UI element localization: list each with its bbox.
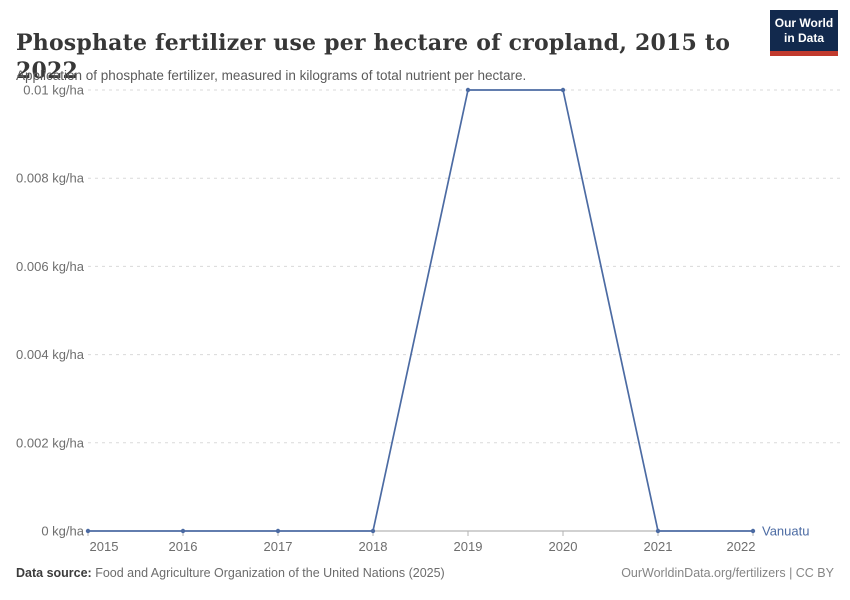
footer-source: Data source: Food and Agriculture Organi…	[16, 566, 445, 580]
series-line[interactable]	[88, 89, 753, 532]
chart-canvas[interactable]: 0 kg/ha 0.002 kg/ha 0.004 kg/ha 0.006 kg/ha…	[0, 80, 850, 560]
data-point[interactable]	[85, 528, 91, 534]
data-point[interactable]	[180, 528, 186, 534]
page-title: Phosphate fertilizer use per hectare of …	[16, 29, 731, 84]
y-tick-label: 0.008 kg/ha	[16, 171, 85, 186]
data-point[interactable]	[275, 528, 281, 534]
chart-subtitle: Application of phosphate fertilizer, mea…	[16, 67, 527, 83]
x-tick-label: 2018	[359, 539, 388, 554]
data-point[interactable]	[750, 528, 756, 534]
footer-source-text: Food and Agriculture Organization of the…	[91, 566, 445, 580]
x-tick-label: 2016	[169, 539, 198, 554]
x-tick-label: 2019	[454, 539, 483, 554]
owid-logo-line1: Our World	[774, 16, 834, 30]
y-tick-label: 0.006 kg/ha	[16, 259, 85, 274]
data-point[interactable]	[465, 87, 471, 93]
footer-source-label: Data source:	[16, 566, 92, 580]
x-tick-label: 2017	[264, 539, 293, 554]
data-point[interactable]	[560, 87, 566, 93]
owid-logo-line2: in Data	[783, 31, 824, 45]
y-tick-label: 0.01 kg/ha	[23, 83, 84, 98]
series-label[interactable]: Vanuatu	[762, 524, 809, 539]
chart-footer: Data source: Food and Agriculture Organi…	[16, 566, 834, 586]
y-tick-label: 0 kg/ha	[41, 524, 84, 539]
data-point[interactable]	[370, 528, 376, 534]
x-tick-label: 2020	[549, 539, 578, 554]
x-tick-label: 2021	[644, 539, 673, 554]
x-tick-label: 2022	[727, 539, 756, 554]
y-tick-label: 0.004 kg/ha	[16, 347, 85, 362]
y-tick-label: 0.002 kg/ha	[16, 435, 85, 450]
data-point[interactable]	[655, 528, 661, 534]
owid-logo[interactable]: Our World in Data	[770, 10, 838, 56]
footer-credit-link[interactable]: OurWorldinData.org/fertilizers | CC BY	[621, 566, 834, 580]
x-tick-label: 2015	[90, 539, 119, 554]
